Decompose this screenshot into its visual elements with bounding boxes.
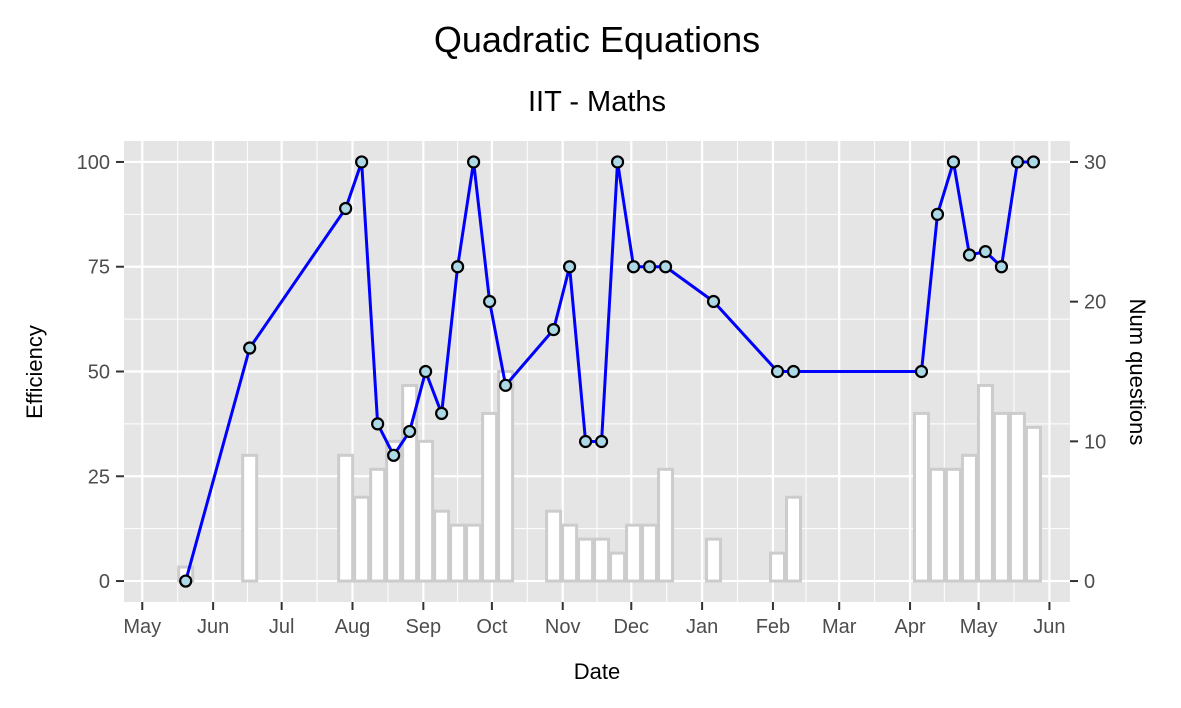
y-tick-label: 75 — [88, 257, 110, 279]
x-tick-label: May — [123, 616, 161, 638]
question-count-bar — [337, 453, 355, 583]
question-count-bar — [785, 495, 803, 583]
question-count-bar — [657, 467, 675, 583]
efficiency-point — [1026, 155, 1041, 169]
question-count-bar — [545, 509, 563, 583]
question-count-bar — [369, 467, 387, 583]
efficiency-point — [403, 424, 417, 439]
question-count-bar — [561, 523, 579, 583]
x-tick-label: Apr — [894, 616, 925, 638]
efficiency-point — [243, 341, 257, 355]
question-count-bar — [769, 551, 787, 583]
y2-axis-title: Num questions — [1125, 299, 1150, 446]
question-count-bar — [481, 411, 499, 583]
efficiency-point — [498, 378, 513, 392]
efficiency-point — [451, 260, 465, 274]
efficiency-point — [355, 155, 369, 169]
question-count-bar — [417, 439, 435, 583]
y2-tick-label: 0 — [1084, 571, 1095, 593]
question-count-bar — [433, 509, 451, 583]
y-tick-label: 0 — [99, 571, 110, 593]
chart-title: Quadratic Equations — [434, 19, 760, 60]
x-tick-label: Jul — [269, 616, 295, 638]
efficiency-point — [610, 155, 625, 169]
efficiency-point — [179, 574, 193, 588]
x-tick-label: Aug — [335, 616, 371, 638]
efficiency-point — [546, 322, 561, 337]
question-count-bar — [593, 537, 611, 583]
question-count-bar — [705, 537, 723, 583]
y-tick-label: 100 — [77, 152, 110, 174]
chart-subtitle: IIT - Maths — [528, 86, 666, 118]
question-count-bar — [1024, 425, 1042, 583]
x-tick-label: Feb — [756, 616, 790, 638]
efficiency-point — [419, 364, 433, 379]
question-count-bar — [353, 495, 371, 583]
efficiency-point — [930, 207, 945, 221]
efficiency-point — [706, 294, 721, 309]
efficiency-point — [467, 155, 481, 169]
efficiency-point — [914, 364, 929, 379]
question-count-bar — [976, 383, 994, 583]
question-count-bar — [992, 411, 1010, 583]
efficiency-points — [179, 155, 1041, 588]
x-tick-label: Jun — [1033, 616, 1065, 638]
question-count-bar — [241, 453, 259, 583]
y2-tick-label: 20 — [1084, 292, 1106, 314]
x-tick-label: Mar — [822, 616, 857, 638]
efficiency-point — [483, 294, 497, 309]
efficiency-point — [626, 260, 641, 274]
efficiency-point — [770, 364, 785, 379]
question-count-bar — [625, 523, 643, 583]
question-count-bar — [944, 467, 962, 583]
question-count-bar — [912, 411, 930, 583]
x-tick-label: May — [960, 616, 998, 638]
y-axis-title: Efficiency — [22, 325, 47, 419]
efficiency-point — [387, 448, 401, 462]
efficiency-point — [978, 245, 993, 259]
efficiency-point — [786, 364, 801, 379]
efficiency-point — [658, 260, 673, 274]
x-tick-label: Jan — [686, 616, 718, 638]
x-tick-label: Dec — [613, 616, 649, 638]
question-count-bar — [1008, 411, 1026, 583]
question-count-bar — [497, 370, 515, 583]
x-axis-title: Date — [574, 659, 620, 684]
x-tick-label: Sep — [406, 616, 442, 638]
y2-tick-label: 10 — [1084, 431, 1106, 453]
efficiency-point — [578, 434, 593, 449]
question-count-bar — [385, 439, 403, 583]
efficiency-point — [962, 248, 977, 262]
efficiency-point — [339, 201, 353, 216]
x-tick-label: Nov — [545, 616, 581, 638]
y2-tick-label: 30 — [1084, 152, 1106, 174]
y-tick-label: 50 — [88, 362, 110, 384]
efficiency-point — [562, 260, 577, 274]
question-count-bar — [609, 551, 627, 583]
axes: 0 25 50 75 100 0 10 20 30 May Jun Jul Aug Sep Oct Nov De… — [77, 152, 1107, 638]
question-count-bar — [928, 467, 946, 583]
x-tick-label: Oct — [476, 616, 508, 638]
efficiency-point — [594, 434, 609, 449]
efficiency-point — [1010, 155, 1025, 169]
question-count-bar — [449, 523, 467, 583]
efficiency-point — [642, 260, 657, 274]
y-tick-label: 25 — [88, 466, 110, 488]
question-count-bar — [577, 537, 595, 583]
x-tick-label: Jun — [197, 616, 229, 638]
question-count-bar — [641, 523, 659, 583]
question-count-bars — [177, 370, 1042, 583]
question-count-bar — [960, 453, 978, 583]
efficiency-point — [994, 260, 1009, 274]
efficiency-point — [371, 417, 385, 431]
efficiency-point — [946, 155, 961, 169]
question-count-bar — [465, 523, 483, 583]
efficiency-point — [435, 406, 449, 421]
